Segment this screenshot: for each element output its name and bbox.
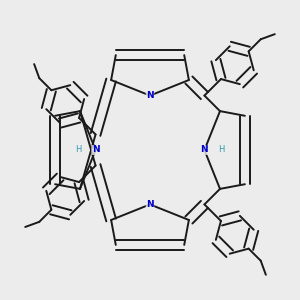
Text: N: N xyxy=(146,91,154,100)
Text: N: N xyxy=(146,200,154,209)
Text: H: H xyxy=(218,146,225,154)
Text: N: N xyxy=(92,146,99,154)
Text: N: N xyxy=(201,146,208,154)
Text: H: H xyxy=(75,146,82,154)
